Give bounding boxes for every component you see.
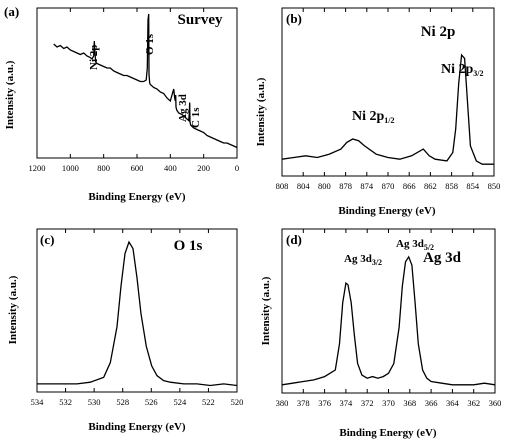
y-axis-title-d: Intensity (a.u.) bbox=[260, 276, 272, 345]
x-tick-label-d: 360 bbox=[489, 398, 502, 408]
panel-title-c: O 1s bbox=[174, 238, 203, 254]
x-tick-label-d: 380 bbox=[276, 398, 289, 408]
x-tick-label-c: 534 bbox=[31, 397, 45, 407]
x-tick-label-d: 362 bbox=[467, 398, 480, 408]
peak-label-a: O 1s bbox=[144, 33, 156, 55]
y-axis-title-a: Intensity (a.u.) bbox=[4, 60, 16, 129]
x-tick-label-c: 530 bbox=[88, 397, 101, 407]
x-tick-label-b: 850 bbox=[488, 181, 501, 191]
x-tick-label-a: 200 bbox=[197, 163, 210, 173]
panel-label-d: (d) bbox=[286, 232, 302, 247]
x-tick-label-d: 374 bbox=[340, 398, 354, 408]
x-axis-title-d: Binding Energy (eV) bbox=[339, 427, 437, 439]
x-tick-label-b: 870 bbox=[382, 181, 395, 191]
peak-label-b: Ni 2p1/2 bbox=[352, 109, 395, 125]
series-line-d bbox=[281, 255, 496, 386]
peak-label-subscript: 1/2 bbox=[384, 116, 394, 125]
x-axis-title-c: Binding Energy (eV) bbox=[88, 421, 186, 433]
x-tick-label-b: 878 bbox=[339, 181, 352, 191]
x-tick-label-d: 378 bbox=[297, 398, 310, 408]
peak-label-subscript: 3/2 bbox=[372, 258, 382, 267]
peak-label-subscript: 3/2 bbox=[473, 69, 483, 78]
x-tick-label-a: 1200 bbox=[29, 163, 46, 173]
x-tick-label-b: 804 bbox=[297, 181, 311, 191]
peak-label-subscript: 5/2 bbox=[424, 243, 434, 252]
panel-title-d: Ag 3d bbox=[423, 250, 462, 266]
y-axis-title-c: Intensity (a.u.) bbox=[7, 275, 19, 344]
panel-label-a: (a) bbox=[4, 4, 19, 19]
x-tick-label-a: 400 bbox=[164, 163, 177, 173]
x-axis-title-b: Binding Energy (eV) bbox=[338, 205, 436, 217]
x-tick-label-a: 1000 bbox=[62, 163, 79, 173]
x-tick-label-c: 526 bbox=[145, 397, 158, 407]
x-tick-label-b: 866 bbox=[403, 181, 416, 191]
plot-frame-c bbox=[36, 228, 238, 393]
panel-label-b: (b) bbox=[286, 11, 302, 26]
peak-label-a: Ni 2p bbox=[88, 45, 100, 70]
peak-label-a: C 1s bbox=[190, 107, 202, 128]
x-tick-label-d: 366 bbox=[425, 398, 438, 408]
plot-frame-d bbox=[281, 228, 496, 394]
x-tick-label-c: 522 bbox=[202, 397, 215, 407]
x-tick-label-c: 520 bbox=[231, 397, 244, 407]
x-axis-title-a: Binding Energy (eV) bbox=[88, 191, 186, 203]
panel-title-a: Survey bbox=[178, 12, 224, 28]
x-tick-label-d: 364 bbox=[446, 398, 460, 408]
y-axis-title-b: Intensity (a.u.) bbox=[255, 77, 267, 146]
x-tick-label-b: 862 bbox=[424, 181, 437, 191]
x-tick-label-c: 524 bbox=[173, 397, 187, 407]
x-tick-label-b: 800 bbox=[318, 181, 331, 191]
x-tick-label-a: 600 bbox=[131, 163, 144, 173]
x-tick-label-d: 372 bbox=[361, 398, 374, 408]
peak-label-a: Ag 3d bbox=[177, 94, 189, 122]
peak-label-b: Ni 2p3/2 bbox=[441, 62, 484, 78]
peak-label-d: Ag 3d5/2 bbox=[396, 238, 434, 252]
x-tick-label-b: 874 bbox=[360, 181, 374, 191]
series-line-b bbox=[281, 53, 494, 165]
x-tick-label-c: 528 bbox=[116, 397, 129, 407]
panel-title-b: Ni 2p bbox=[421, 24, 456, 40]
plot-frame-b bbox=[281, 7, 495, 177]
series-line-c bbox=[37, 240, 238, 387]
x-tick-label-d: 376 bbox=[318, 398, 331, 408]
peak-label-d: Ag 3d3/2 bbox=[344, 253, 382, 267]
series-line-a bbox=[53, 13, 238, 149]
x-tick-label-d: 370 bbox=[382, 398, 395, 408]
x-tick-label-d: 368 bbox=[403, 398, 416, 408]
x-tick-label-a: 0 bbox=[235, 163, 239, 173]
x-tick-label-b: 854 bbox=[466, 181, 480, 191]
x-tick-label-b: 858 bbox=[445, 181, 458, 191]
x-tick-label-a: 800 bbox=[97, 163, 110, 173]
x-tick-label-b: 808 bbox=[276, 181, 289, 191]
panel-label-c: (c) bbox=[40, 232, 54, 247]
x-tick-label-c: 532 bbox=[59, 397, 72, 407]
